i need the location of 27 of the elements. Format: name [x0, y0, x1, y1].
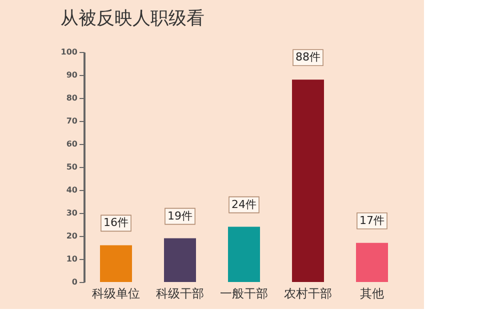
data-label: 88件 — [296, 50, 320, 64]
x-tick-label: 科级单位 — [92, 286, 140, 300]
x-tick-label: 科级干部 — [156, 286, 204, 300]
bar — [228, 226, 260, 282]
bar — [100, 245, 132, 282]
y-tick-label: 20 — [66, 232, 78, 240]
y-tick-label: 60 — [66, 140, 78, 148]
y-tick-label: 80 — [66, 94, 78, 102]
y-tick-label: 30 — [66, 208, 78, 218]
y-tick-label: 50 — [66, 162, 78, 172]
data-label: 16件 — [104, 216, 128, 230]
bar — [356, 242, 388, 282]
data-label: 19件 — [168, 209, 192, 222]
data-label: 17件 — [360, 214, 384, 227]
y-tick-label: 70 — [66, 116, 78, 126]
y-tick-label: 0 — [72, 278, 78, 286]
x-tick-label: 其他 — [360, 286, 384, 300]
y-tick-label: 40 — [66, 186, 78, 194]
y-tick-label: 90 — [66, 70, 78, 80]
bar — [164, 238, 196, 282]
x-tick-label: 农村干部 — [284, 286, 332, 300]
y-tick-label: 10 — [66, 254, 78, 264]
chart-title: 从被反映人职级看 — [60, 8, 204, 29]
data-label: 24件 — [232, 198, 256, 211]
y-tick-label: 100 — [60, 48, 78, 56]
bar — [292, 80, 324, 282]
x-tick-label: 一般干部 — [220, 286, 268, 300]
